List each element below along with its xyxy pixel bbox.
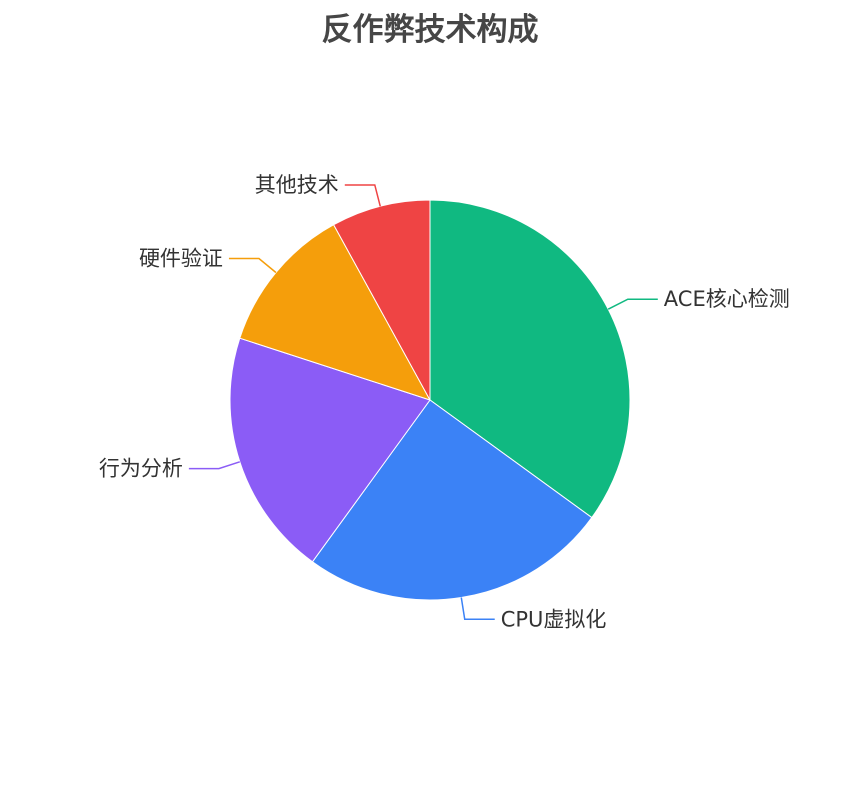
label-leader-line bbox=[607, 298, 658, 310]
slice-label: ACE核心检测 bbox=[664, 287, 790, 311]
pie-slice[interactable] bbox=[229, 337, 431, 563]
slice-label: CPU虚拟化 bbox=[501, 607, 607, 631]
pie-slice[interactable] bbox=[311, 399, 593, 601]
pie-slice[interactable] bbox=[429, 199, 631, 519]
label-leader-line bbox=[344, 184, 381, 207]
slice-label: 硬件验证 bbox=[139, 246, 223, 270]
pie-slice[interactable] bbox=[239, 224, 432, 401]
label-leader-line bbox=[188, 461, 241, 470]
chart-title: 反作弊技术构成 bbox=[321, 12, 539, 48]
label-leader-line bbox=[460, 597, 495, 621]
slice-label: 其他技术 bbox=[255, 173, 339, 197]
slice-label: 行为分析 bbox=[99, 457, 183, 481]
label-leader-line bbox=[228, 257, 277, 274]
pie-slice[interactable] bbox=[332, 199, 431, 401]
